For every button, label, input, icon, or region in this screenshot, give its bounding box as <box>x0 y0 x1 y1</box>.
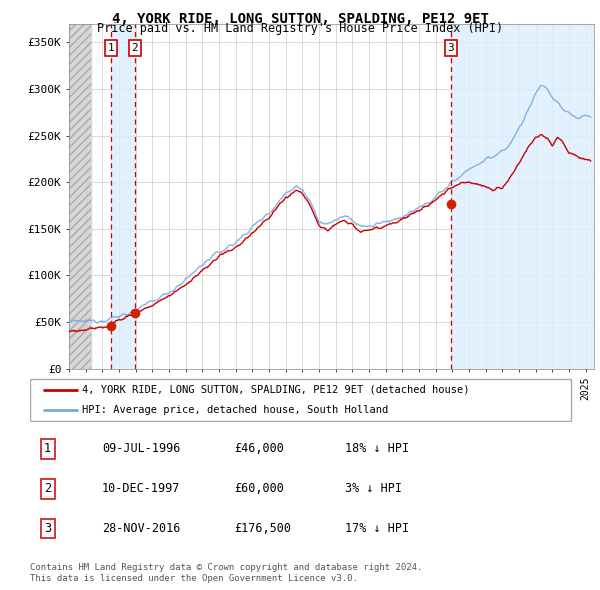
Text: 28-NOV-2016: 28-NOV-2016 <box>102 522 180 535</box>
Text: 4, YORK RIDE, LONG SUTTON, SPALDING, PE12 9ET (detached house): 4, YORK RIDE, LONG SUTTON, SPALDING, PE1… <box>82 385 470 395</box>
Text: £60,000: £60,000 <box>234 482 284 496</box>
Bar <box>69 24 91 369</box>
Text: 10-DEC-1997: 10-DEC-1997 <box>102 482 180 496</box>
Bar <box>451 24 594 369</box>
Bar <box>111 24 134 369</box>
Text: 4, YORK RIDE, LONG SUTTON, SPALDING, PE12 9ET: 4, YORK RIDE, LONG SUTTON, SPALDING, PE1… <box>112 12 488 26</box>
Text: HPI: Average price, detached house, South Holland: HPI: Average price, detached house, Sout… <box>82 405 389 415</box>
Text: £46,000: £46,000 <box>234 442 284 455</box>
Text: Contains HM Land Registry data © Crown copyright and database right 2024.
This d: Contains HM Land Registry data © Crown c… <box>30 563 422 583</box>
Text: Price paid vs. HM Land Registry's House Price Index (HPI): Price paid vs. HM Land Registry's House … <box>97 22 503 35</box>
Text: 1: 1 <box>107 42 115 53</box>
Text: 3: 3 <box>448 42 454 53</box>
Text: 2: 2 <box>131 42 138 53</box>
Text: 2: 2 <box>44 482 51 496</box>
Bar <box>69 24 91 369</box>
FancyBboxPatch shape <box>30 379 571 421</box>
Text: 18% ↓ HPI: 18% ↓ HPI <box>344 442 409 455</box>
Text: 09-JUL-1996: 09-JUL-1996 <box>102 442 180 455</box>
Text: 3% ↓ HPI: 3% ↓ HPI <box>344 482 401 496</box>
Text: 17% ↓ HPI: 17% ↓ HPI <box>344 522 409 535</box>
Text: £176,500: £176,500 <box>234 522 291 535</box>
Text: 1: 1 <box>44 442 51 455</box>
Text: 3: 3 <box>44 522 51 535</box>
